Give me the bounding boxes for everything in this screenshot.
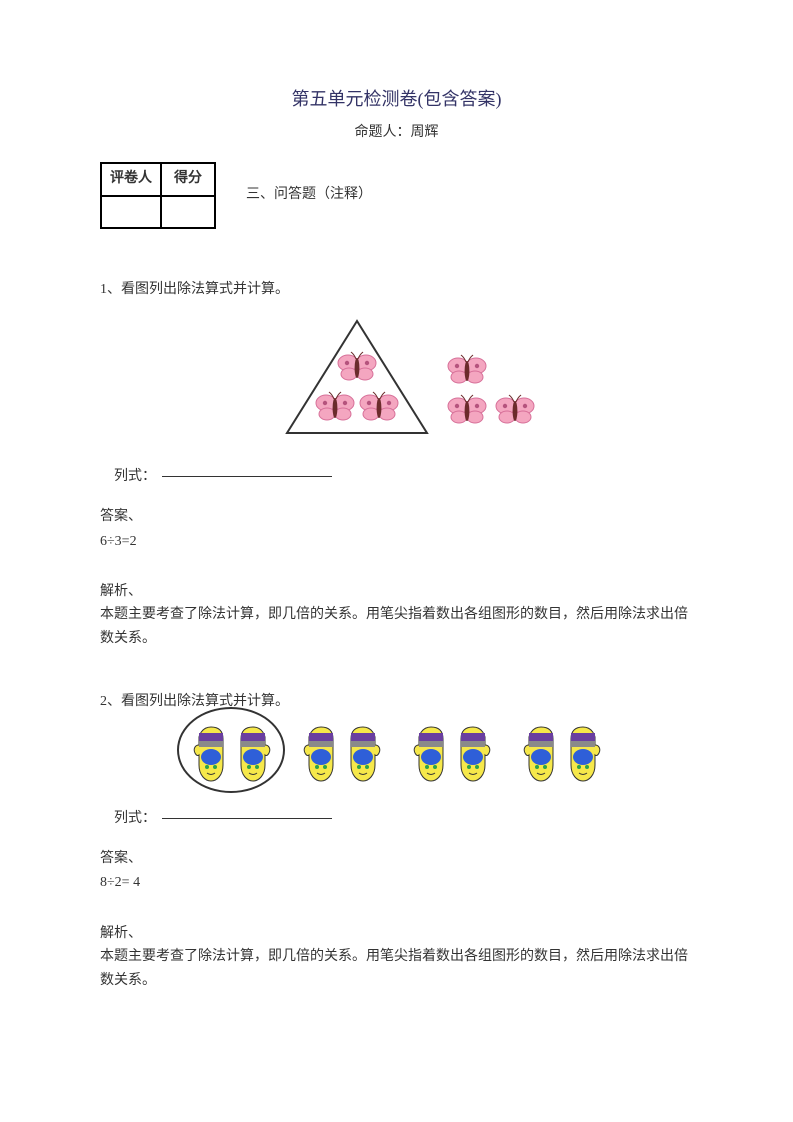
mitten-icon xyxy=(233,725,273,785)
q2-explain-label: 解析、 xyxy=(100,923,693,945)
header-row: 评卷人 得分 三、问答题（注释） xyxy=(100,162,693,229)
q1-number: 1、 xyxy=(100,282,121,297)
mitten-icon xyxy=(453,725,493,785)
q1-body: 看图列出除法算式并计算。 xyxy=(121,282,289,297)
q2-text: 2、看图列出除法算式并计算。 xyxy=(100,691,693,713)
mitten-pair xyxy=(301,725,383,785)
q1-equation-label: 列式： xyxy=(114,466,693,488)
mitten-icon xyxy=(301,725,341,785)
mitten-icon xyxy=(343,725,383,785)
q2-body: 看图列出除法算式并计算。 xyxy=(121,694,289,709)
answer-blank xyxy=(162,818,332,819)
section-label: 三、问答题（注释） xyxy=(246,184,372,206)
q1-figure xyxy=(100,313,693,451)
q2-answer-label: 答案、 xyxy=(100,848,693,870)
q2-answer-value: 8÷2= 4 xyxy=(100,872,693,894)
mitten-pair xyxy=(521,725,603,785)
mitten-icon xyxy=(191,725,231,785)
mitten-row xyxy=(191,725,603,785)
mitten-icon xyxy=(521,725,561,785)
q2-figure xyxy=(100,725,693,793)
score-table-cell xyxy=(161,196,215,228)
score-table-h2: 得分 xyxy=(161,163,215,195)
q1-explain-text: 本题主要考查了除法计算，即几倍的关系。用笔尖指着数出各组图形的数目，然后用除法求… xyxy=(100,603,693,651)
eq-label-text: 列式： xyxy=(114,811,156,826)
q2-number: 2、 xyxy=(100,694,121,709)
author-line: 命题人：周辉 xyxy=(100,122,693,144)
answer-blank xyxy=(162,476,332,477)
mitten-icon xyxy=(563,725,603,785)
mitten-pair xyxy=(191,725,273,785)
mitten-pair xyxy=(411,725,493,785)
q2-equation-label: 列式： xyxy=(114,808,693,830)
table-row xyxy=(101,196,215,228)
q1-explain-label: 解析、 xyxy=(100,581,693,603)
page-title: 第五单元检测卷(包含答案) xyxy=(100,85,693,114)
q1-answer-value: 6÷3=2 xyxy=(100,531,693,553)
score-table-h1: 评卷人 xyxy=(101,163,161,195)
butterfly-diagram xyxy=(217,313,577,443)
eq-label-text: 列式： xyxy=(114,469,156,484)
q1-text: 1、看图列出除法算式并计算。 xyxy=(100,279,693,301)
mitten-icon xyxy=(411,725,451,785)
table-row: 评卷人 得分 xyxy=(101,163,215,195)
score-table-cell xyxy=(101,196,161,228)
q1-answer-label: 答案、 xyxy=(100,506,693,528)
score-table: 评卷人 得分 xyxy=(100,162,216,229)
q2-explain-text: 本题主要考查了除法计算，即几倍的关系。用笔尖指着数出各组图形的数目，然后用除法求… xyxy=(100,945,693,993)
